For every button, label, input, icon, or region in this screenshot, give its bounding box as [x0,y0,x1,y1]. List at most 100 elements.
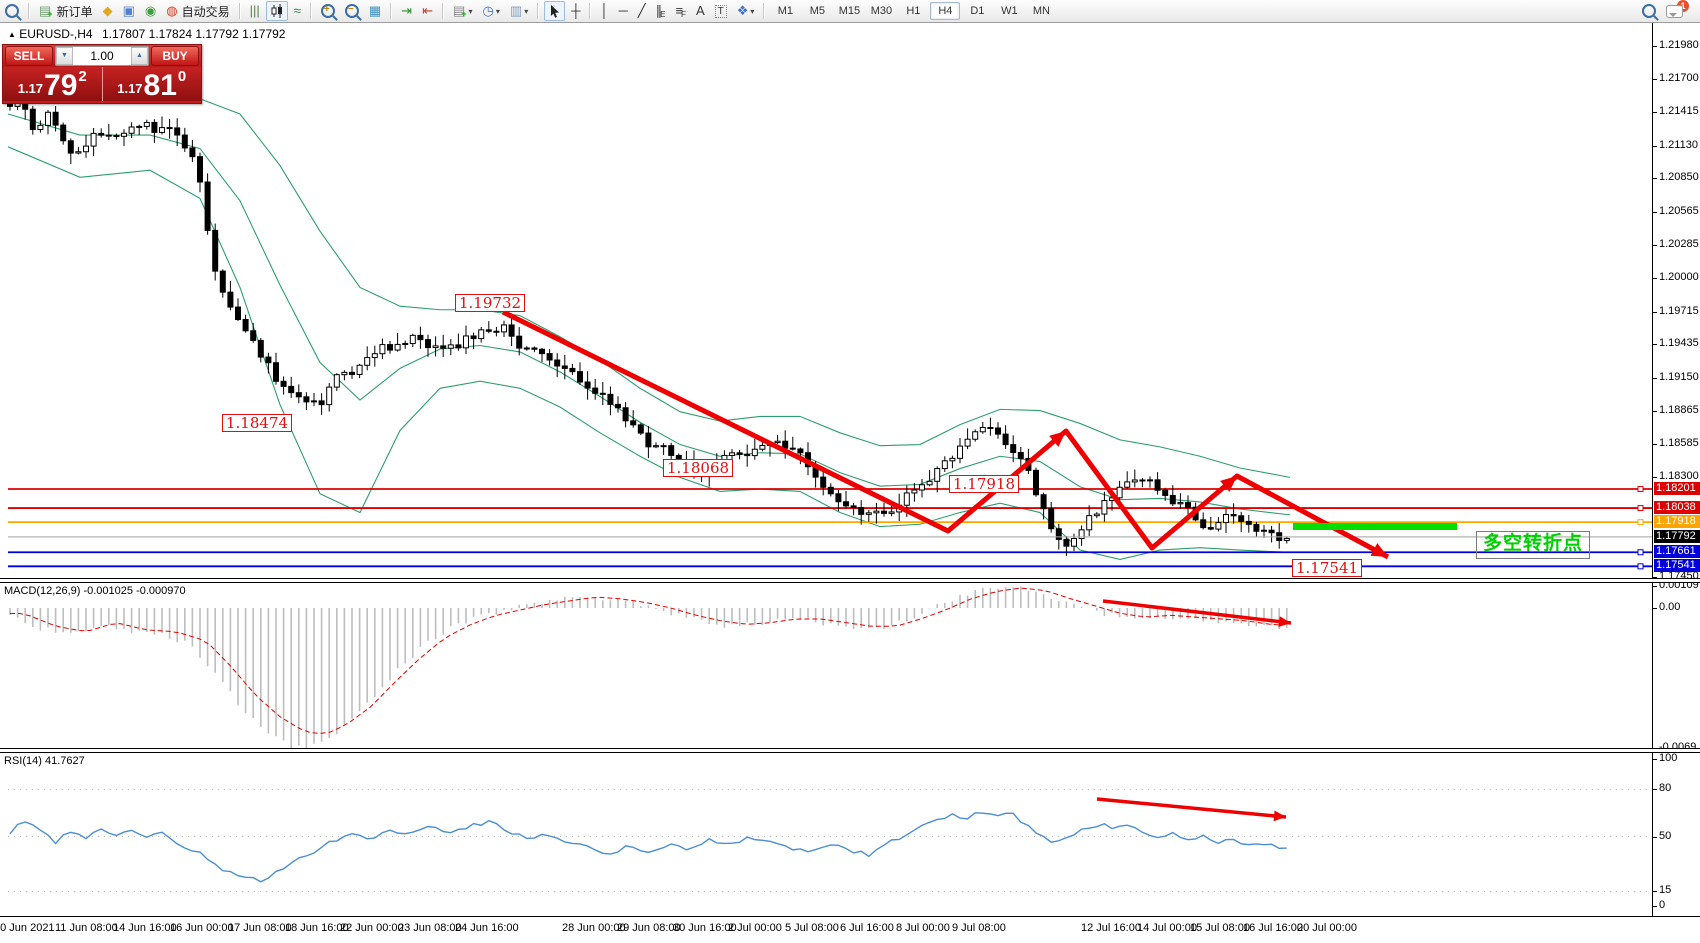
axis-tick [1653,178,1657,180]
sell-button[interactable]: SELL [5,46,53,66]
symbol-marker-icon: ▲ [8,30,16,39]
axis-tick [1653,443,1657,445]
buy-price-sup: 0 [177,68,187,85]
time-tick-label: 16 Jul 16:00 [1243,922,1303,934]
chart-window[interactable]: ▲ EURUSD-,H4 1.17807 1.17824 1.17792 1.1… [0,23,1700,943]
history-center-icon[interactable]: ◆ [102,3,113,18]
toolbar-right-icons: 1 [1637,0,1694,22]
equidistant-channel-icon[interactable]: ∥ E [655,3,666,19]
rsi-tick-label: 15 [1659,884,1672,897]
price-tick-label: 1.21415 [1659,105,1699,118]
timeframe-m15[interactable]: M15 [838,5,861,17]
arrow-tools-icon[interactable]: ❖ ▾ [736,3,755,18]
pivot-note-label[interactable]: 多空转折点 [1476,531,1590,559]
tile-windows-icon[interactable]: ▦ [368,3,382,18]
price-tag[interactable]: 1.18474 [222,414,293,432]
axis-tick [1653,411,1657,413]
buy-price-prefix: 1.17 [117,81,143,96]
timeframe-mn[interactable]: MN [1032,5,1050,17]
axis-tick [1653,585,1657,587]
price-tick-label: 1.21980 [1659,39,1699,51]
text-icon[interactable]: A [695,3,705,18]
trendline-icon[interactable]: ╱ [637,3,646,18]
cursor-icon[interactable] [544,1,566,21]
price-tick-label: 1.18585 [1659,436,1699,449]
text-label-icon[interactable]: T [711,1,731,21]
timeframe-h4[interactable]: H4 [930,2,961,20]
panel-splitter[interactable] [0,578,1700,583]
buy-price-big: 81 [143,69,177,102]
timeframe-m30[interactable]: M30 [870,5,893,17]
price-tag[interactable]: 1.17918 [949,475,1020,493]
indicators-icon[interactable]: ▤ + ▾ [452,3,473,20]
zoom-in-icon[interactable]: + [317,1,339,21]
time-tick-label: 22 Jun 00:00 [340,922,404,934]
macd-label: MACD(12,26,9) -0.001025 -0.000970 [4,585,186,597]
axis-tick [1653,759,1657,760]
price-tick-label: 1.20285 [1659,237,1699,250]
new-order-button[interactable]: ▤ + 新订单 [39,3,93,20]
zoom-out-icon[interactable]: − [341,1,363,21]
time-tick-label: 18 Jun 16:00 [285,922,349,934]
signals-icon[interactable]: ◉ [144,3,157,18]
notifications-icon[interactable]: 1 [1662,0,1693,21]
candlestick-chart-icon[interactable] [265,1,288,21]
price-axis[interactable]: 1.21980 1.21700 1.21415 1.21130 1.20850 1.205… [1652,23,1700,916]
sell-price[interactable]: 1.17 79 2 [3,67,103,101]
time-tick-label: 5 Jul 08:00 [785,922,839,934]
toolbar-separator [589,3,592,19]
timeframe-m1[interactable]: M1 [777,5,794,17]
volume-decrease-button[interactable]: ▼ [56,47,73,65]
support-zone-highlight[interactable] [1293,523,1457,530]
buy-button[interactable]: BUY [151,46,199,66]
vertical-line-icon[interactable]: │ [600,3,609,18]
periods-icon[interactable]: ◷ ▾ [482,3,500,18]
toolbar-separator [390,3,393,19]
timeframe-h1[interactable]: H1 [906,5,921,17]
timeframe-m5[interactable]: M5 [809,5,826,17]
time-tick-label: 12 Jul 16:00 [1081,922,1141,934]
templates-icon[interactable]: ▥ ▾ [509,3,529,18]
time-axis[interactable]: 10 Jun 2021 11 Jun 08:00 14 Jun 16:00 16 Ju… [0,916,1700,943]
buy-price[interactable]: 1.17 81 0 [102,67,201,102]
volume-value[interactable]: 1.00 [90,49,114,63]
left-partial-search-icon [5,4,19,18]
toolbar-separator [537,3,540,19]
horizontal-line-icon[interactable]: ─ [618,3,628,18]
timeframe-d1[interactable]: D1 [970,5,985,17]
crosshair-icon[interactable]: ┼ [571,3,581,18]
search-icon[interactable] [1638,1,1660,21]
price-tick-label: 1.20000 [1659,271,1699,284]
line-chart-icon[interactable]: ≈ [293,3,301,18]
one-click-trading-panel: SELL ▼ 1.00 ▲ BUY 1.17 79 2 1.17 81 0 [2,44,202,104]
axis-tick [1653,377,1657,379]
price-tag[interactable]: 1.19732 [455,294,526,312]
level-price-tag: 1.17541 [1654,559,1700,573]
rsi-indicator-panel[interactable] [0,751,1652,916]
timeframe-w1[interactable]: W1 [1001,5,1018,17]
bar-chart-icon[interactable]: ||| [249,3,260,18]
price-tag[interactable]: 1.18068 [663,459,734,477]
auto-scroll-icon[interactable]: ⇥ [401,3,413,18]
auto-trading-button[interactable]: ◍ 自动交易 [166,3,230,19]
axis-tick [1653,211,1657,213]
terminal-icon[interactable]: ▣ [122,3,135,18]
main-price-chart[interactable] [0,23,1652,578]
chart-title: ▲ EURUSD-,H4 1.17807 1.17824 1.17792 1.1… [8,27,285,41]
left-partial-search-icon[interactable] [1,1,23,21]
axis-tick [1653,112,1657,114]
axis-tick [1653,577,1657,578]
volume-stepper[interactable]: ▼ 1.00 ▲ [55,46,149,66]
macd-indicator-panel[interactable] [0,581,1652,748]
time-tick-label: 9 Jul 08:00 [952,922,1006,934]
fibonacci-retracement-icon[interactable]: ≡ F [675,3,686,19]
chart-shift-icon[interactable]: ⇤ [422,3,433,18]
axis-tick [1653,78,1657,80]
price-tag[interactable]: 1.17541 [1292,559,1363,577]
axis-tick [1653,46,1657,47]
price-tick-label: 1.19150 [1659,370,1699,383]
time-tick-label: 14 Jul 00:00 [1137,922,1197,934]
panel-splitter[interactable] [0,748,1700,753]
volume-increase-button[interactable]: ▲ [131,47,148,65]
time-tick-label: 15 Jul 08:00 [1190,922,1250,934]
